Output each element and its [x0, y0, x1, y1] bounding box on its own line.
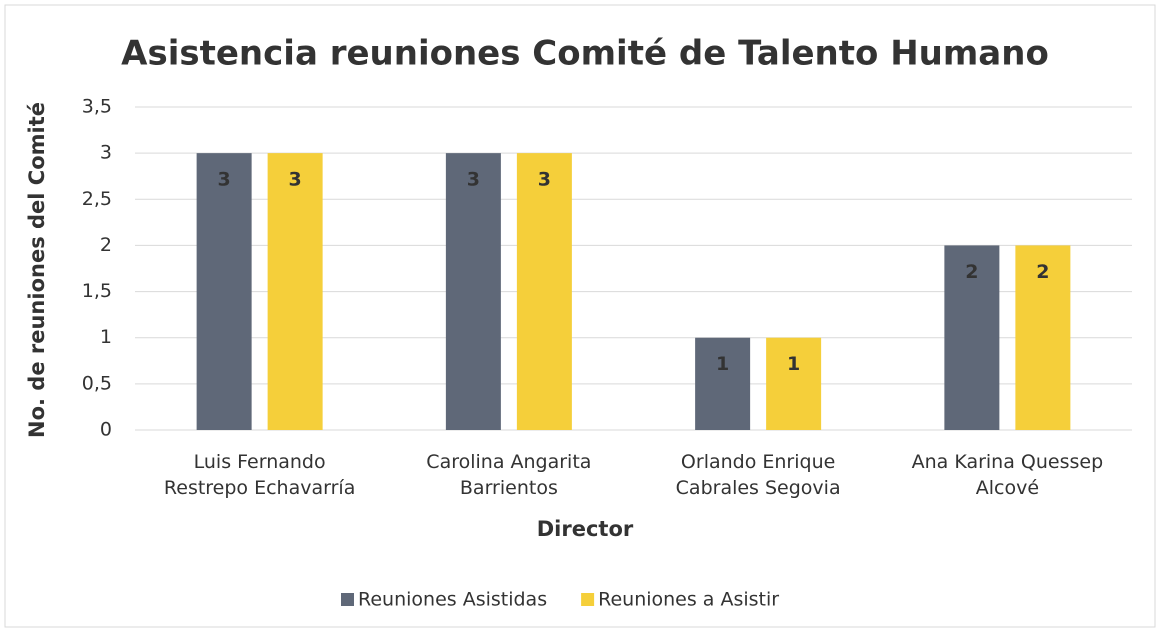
- x-tick-label: Orlando Enrique Cabrales Segovia: [675, 451, 841, 499]
- y-tick-label: 2,5: [82, 188, 112, 210]
- y-tick-label: 3: [100, 142, 112, 164]
- bar: [766, 337, 822, 430]
- y-axis-title: No. de reuniones del Comité: [25, 102, 49, 438]
- y-tick-label: 0: [100, 419, 112, 441]
- bar: [516, 153, 572, 430]
- bar: [445, 153, 501, 430]
- data-label: 3: [289, 169, 302, 191]
- data-label: 3: [538, 169, 551, 191]
- bar: [267, 153, 323, 430]
- data-label: 2: [1036, 261, 1049, 283]
- y-tick-label: 2: [100, 234, 112, 256]
- y-tick-label: 3,5: [82, 96, 112, 118]
- data-label: 1: [787, 353, 800, 375]
- x-axis-title: Director: [537, 517, 634, 541]
- data-label: 2: [965, 261, 978, 283]
- legend-label: Reuniones a Asistir: [598, 589, 779, 611]
- data-label: 3: [218, 169, 231, 191]
- bar: [196, 153, 252, 430]
- legend-swatch: [581, 593, 595, 606]
- data-label: 1: [716, 353, 729, 375]
- y-tick-label: 1: [100, 326, 112, 348]
- legend-swatch: [341, 593, 354, 606]
- x-tick-label: Luis Fernando Restrepo Echavarría: [163, 451, 356, 499]
- x-tick-label: Carolina Angarita Barrientos: [426, 451, 592, 499]
- bar: [1015, 245, 1071, 430]
- bar: [695, 337, 751, 430]
- chart-title: Asistencia reuniones Comité de Talento H…: [121, 34, 1049, 74]
- y-tick-label: 1,5: [82, 280, 112, 302]
- x-tick-label: Ana Karina Quessep Alcové: [911, 451, 1104, 499]
- y-tick-label: 0,5: [82, 372, 112, 394]
- data-label: 3: [467, 169, 480, 191]
- legend-label: Reuniones Asistidas: [358, 589, 547, 611]
- bar: [944, 245, 1000, 430]
